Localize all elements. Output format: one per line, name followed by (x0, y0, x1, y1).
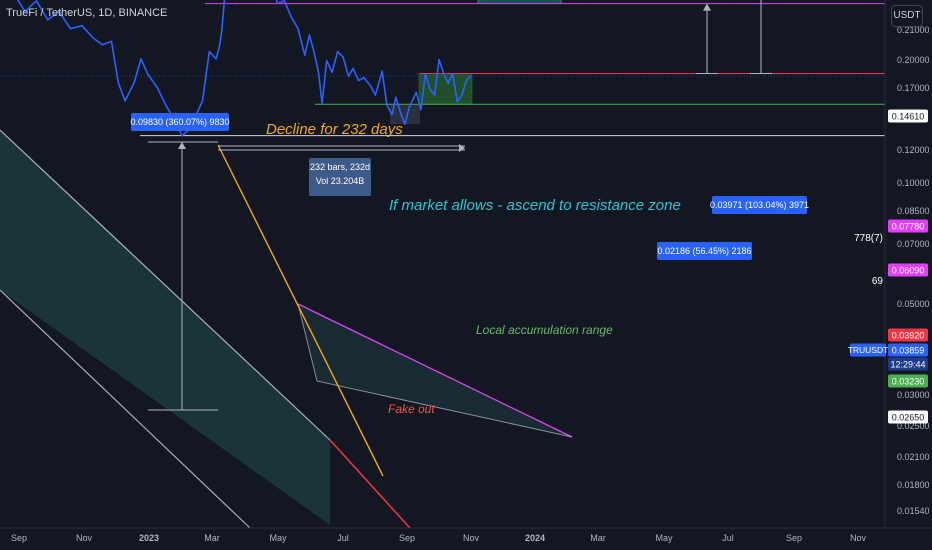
t1-arrow (703, 3, 711, 11)
price-tag-0.03859: 0.03859 (892, 346, 925, 356)
price-tag-bg-0.03920 (888, 328, 928, 342)
price-line (16, 0, 472, 137)
symbol-tag-bg (850, 343, 886, 357)
y-tick-0.21000: 0.21000 (897, 25, 930, 35)
x-tick-2: 2023 (139, 533, 159, 543)
price-tag-0.06090: 0.06090 (892, 266, 925, 276)
wedge-upper-line (297, 303, 573, 438)
symbol-tag: TRUUSDT (848, 345, 889, 355)
range-label-text-0: 232 bars, 232d (310, 162, 370, 172)
y-tick-0.10000: 0.10000 (897, 178, 930, 188)
target2-label-text-0: 0.03971 (103.04%) 3971 (710, 200, 809, 210)
rise-label: 0.09830 (360.07%) 9830 (130, 113, 230, 131)
target1-label-text-0: 0.02186 (56.45%) 2186 (657, 246, 751, 256)
x-tick-13: Nov (850, 533, 867, 543)
range-arrow-head (459, 144, 465, 152)
y-tick-0.02500: 0.02500 (897, 421, 930, 431)
target2-label-bg (712, 196, 807, 214)
range-label-bg (309, 158, 371, 196)
x-tick-9: Mar (590, 533, 606, 543)
wedge-lower-line (316, 380, 573, 438)
x-tick-0: Sep (11, 533, 27, 543)
fakeout-box (390, 104, 420, 125)
channel-upper-line (0, 129, 331, 441)
y-tick-0.05000: 0.05000 (897, 299, 930, 309)
x-tick-10: May (655, 533, 673, 543)
target1-label: 0.02186 (56.45%) 2186 (657, 242, 752, 260)
y-tick-0.03000: 0.03000 (897, 390, 930, 400)
rise-arrow-head (178, 142, 186, 149)
range-label-text-1: Vol 23.204B (316, 176, 365, 186)
y-tick-0.08500: 0.08500 (897, 206, 930, 216)
price-tag-bg-0.02650 (888, 410, 928, 424)
x-tick-7: Nov (463, 533, 480, 543)
x-tick-5: Jul (337, 533, 349, 543)
currency-button[interactable]: USDT (891, 5, 923, 27)
price-tag-0.02650: 0.02650 (892, 413, 925, 423)
x-tick-8: 2024 (525, 533, 545, 543)
range-label: 232 bars, 232d Vol 23.204B (309, 158, 371, 196)
price-tag-0.03230: 0.03230 (892, 377, 925, 387)
wedge-left-line (297, 303, 318, 382)
y-tick-0.20000: 0.20000 (897, 55, 930, 65)
fakeout-annotation: Fake out (388, 402, 435, 416)
decline-annotation: Decline for 232 days (266, 121, 403, 138)
x-tick-12: Sep (786, 533, 802, 543)
price-tag-0.03920: 0.03920 (892, 331, 925, 341)
y-tick-0.01540: 0.01540 (897, 506, 930, 516)
y-tick-0.12000: 0.12000 (897, 145, 930, 155)
price-tag-bg-0.14610 (888, 109, 928, 123)
channel-lower-line (0, 289, 251, 529)
resistance-annotation: If market allows - ascend to resistance … (389, 197, 681, 214)
price-tag-bg-0.03859 (888, 343, 928, 357)
y-tick-0.01800: 0.01800 (897, 480, 930, 490)
price-tag-0.14610: 0.14610 (892, 112, 925, 122)
resistance-zone-box (477, 0, 562, 4)
x-tick-4: May (269, 533, 287, 543)
x-tick-6: Sep (399, 533, 415, 543)
channel-fill (0, 130, 330, 525)
orange-trendline (217, 144, 384, 477)
price-tag-bg-0.03230 (888, 374, 928, 388)
chart-title: TrueFi / TetherUS, 1D, BINANCE (6, 7, 168, 19)
price-tag-0.07780: 0.07780 (892, 222, 925, 232)
y-tick-0.17000: 0.17000 (897, 83, 930, 93)
y-tick-0.07000: 0.07000 (897, 239, 930, 249)
x-tick-11: Jul (722, 533, 734, 543)
rise-label-text-0: 0.09830 (360.07%) 9830 (130, 117, 229, 127)
target1-label-bg (657, 242, 752, 260)
x-tick-3: Mar (204, 533, 220, 543)
side-label-778: 778(7) (854, 233, 883, 244)
side-label-69: 69 (872, 276, 884, 287)
y-tick-0.02100: 0.02100 (897, 452, 930, 462)
price-tag-12:29:44: 12:29:44 (890, 360, 925, 370)
accumulation-annotation: Local accumulation range (476, 323, 613, 337)
price-tag-bg-0.06090 (888, 263, 928, 277)
rise-label-bg (131, 113, 229, 131)
target2-label: 0.03971 (103.04%) 3971 (710, 196, 809, 214)
price-tag-bg-0.07780 (888, 219, 928, 233)
channel-extension-red (329, 439, 411, 529)
price-tag-bg-12:29:44 (888, 357, 928, 371)
x-tick-1: Nov (76, 533, 93, 543)
